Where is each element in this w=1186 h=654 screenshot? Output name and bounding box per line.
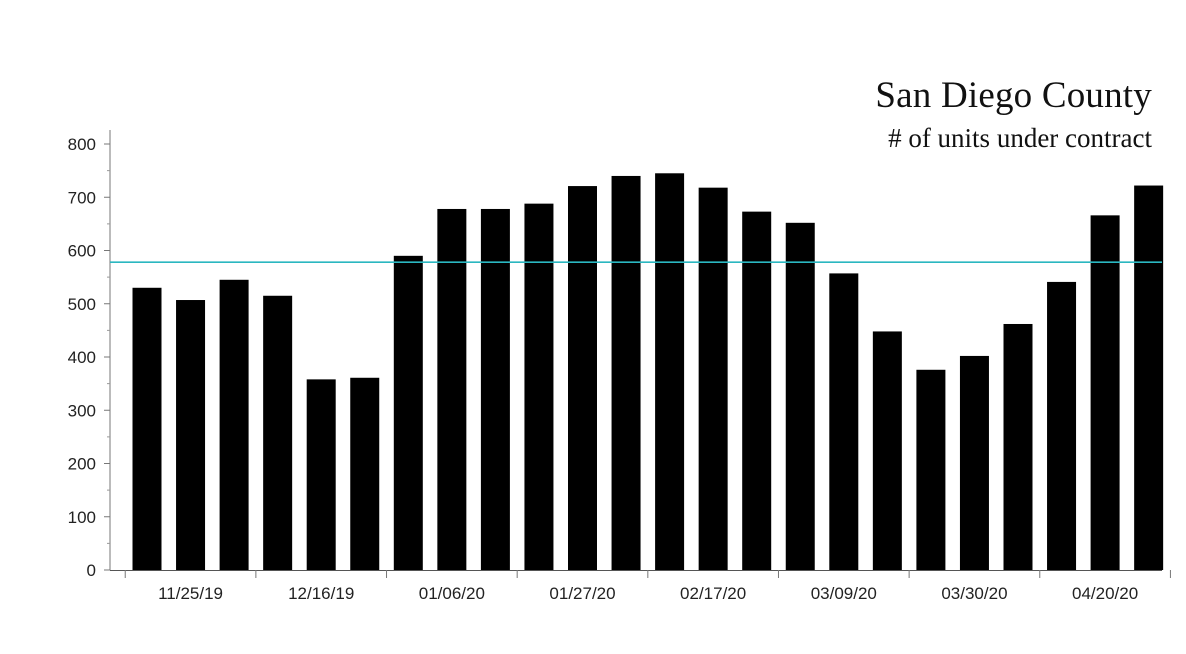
x-tick-label: 01/06/20 xyxy=(419,584,485,603)
bar xyxy=(480,208,510,570)
x-tick-label: 12/16/19 xyxy=(288,584,354,603)
bar xyxy=(611,175,641,570)
bar xyxy=(393,255,423,570)
y-tick-label: 400 xyxy=(68,348,96,367)
y-tick-label: 0 xyxy=(87,561,96,580)
bar xyxy=(698,187,728,571)
bar xyxy=(568,186,597,570)
bar xyxy=(219,279,249,570)
bar xyxy=(1003,323,1033,570)
chart-title-block: San Diego County # of units under contra… xyxy=(875,74,1152,156)
bar xyxy=(306,379,336,570)
bar xyxy=(1047,281,1077,570)
bar xyxy=(872,331,902,570)
x-tick-label: 04/20/20 xyxy=(1072,584,1138,603)
chart-title: San Diego County xyxy=(875,75,1152,116)
bar xyxy=(742,211,772,570)
x-tick-label: 11/25/19 xyxy=(158,584,223,603)
chart-subtitle: # of units under contract xyxy=(888,123,1152,153)
bar xyxy=(1134,185,1164,570)
bar xyxy=(350,377,380,570)
bar xyxy=(263,295,293,570)
bar xyxy=(176,300,206,570)
y-tick-label: 800 xyxy=(68,135,96,154)
bar xyxy=(785,222,815,570)
bar xyxy=(524,203,554,570)
bar xyxy=(916,369,946,570)
y-tick-label: 500 xyxy=(68,295,96,314)
y-tick-label: 200 xyxy=(68,455,96,474)
bar xyxy=(655,173,685,570)
y-tick-label: 100 xyxy=(68,508,96,527)
bar xyxy=(829,273,859,570)
bar xyxy=(132,287,162,570)
y-tick-label: 300 xyxy=(68,401,96,420)
bar xyxy=(437,208,467,570)
x-tick-label: 02/17/20 xyxy=(680,584,746,603)
bar xyxy=(1090,215,1120,571)
x-tick-label: 03/09/20 xyxy=(811,584,877,603)
x-tick-label: 03/30/20 xyxy=(941,584,1007,603)
y-tick-label: 600 xyxy=(68,242,96,261)
y-tick-label: 700 xyxy=(68,188,96,207)
bar xyxy=(959,355,989,570)
x-tick-label: 01/27/20 xyxy=(549,584,615,603)
